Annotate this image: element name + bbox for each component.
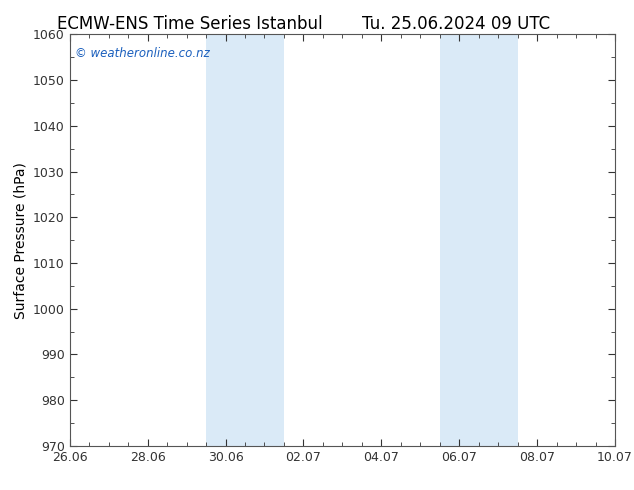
Y-axis label: Surface Pressure (hPa): Surface Pressure (hPa): [13, 162, 27, 318]
Text: © weatheronline.co.nz: © weatheronline.co.nz: [75, 47, 210, 60]
Text: ECMW-ENS Time Series Istanbul: ECMW-ENS Time Series Istanbul: [58, 15, 323, 33]
Bar: [206, 34, 284, 446]
Text: Tu. 25.06.2024 09 UTC: Tu. 25.06.2024 09 UTC: [363, 15, 550, 33]
Bar: [440, 34, 517, 446]
